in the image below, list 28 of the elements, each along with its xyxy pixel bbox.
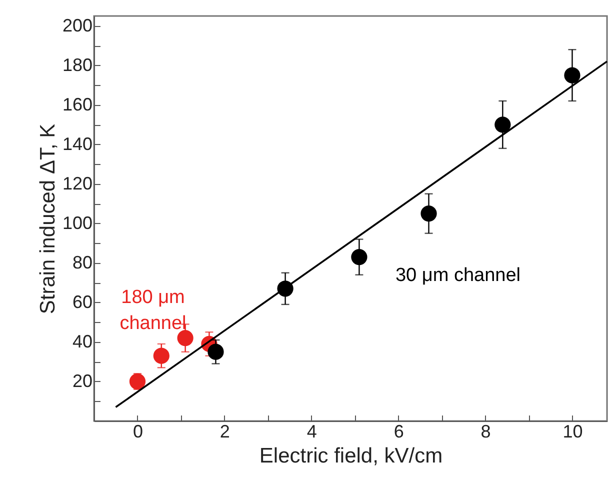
- x-tick-label: 10: [562, 422, 583, 442]
- y-tick-label: 120: [62, 173, 92, 194]
- point: [129, 373, 146, 390]
- y-tick-label: 160: [62, 94, 92, 114]
- y-tick-label: 20: [72, 370, 92, 391]
- point: [494, 116, 511, 133]
- y-tick-label: 100: [62, 212, 92, 233]
- y-tick-label: 60: [72, 292, 92, 312]
- point: [208, 344, 224, 360]
- point: [420, 206, 437, 222]
- series-label: 180 μm channel: [120, 287, 186, 334]
- x-tick-label: 4: [306, 422, 317, 442]
- y-tick-label: 80: [72, 252, 92, 272]
- y-tick-label: 40: [72, 331, 92, 352]
- series-label: 30 μm channel: [395, 265, 521, 286]
- x-axis-title: Electric field, kV/cm: [259, 444, 443, 468]
- x-tick-label: 2: [220, 422, 230, 442]
- y-tick-label: 140: [62, 134, 92, 154]
- x-tick-label: 0: [132, 422, 143, 442]
- point: [351, 248, 368, 266]
- point: [564, 67, 580, 84]
- point: [177, 330, 194, 346]
- y-axis-title: Strain induced ΔT, K: [36, 124, 60, 314]
- point: [153, 348, 170, 364]
- x-tick-label: 8: [480, 422, 491, 442]
- x-tick-label: 6: [394, 422, 404, 442]
- y-tick-label: 180: [62, 54, 92, 75]
- y-tick-label: 200: [62, 15, 92, 36]
